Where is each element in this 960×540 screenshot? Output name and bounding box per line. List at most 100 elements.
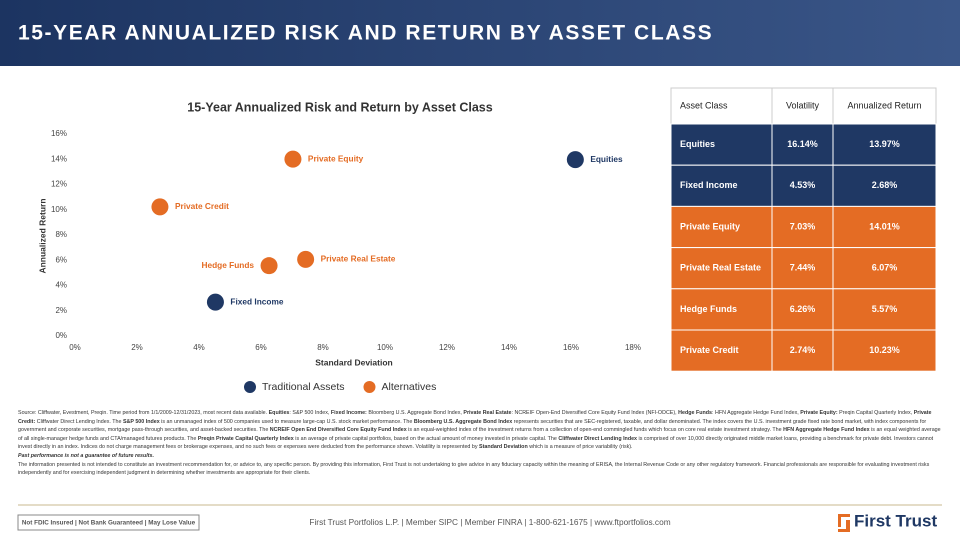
disclaimer: The information presented is not intende…	[18, 461, 930, 477]
source-run: Cliffwater Direct Lending Index. The	[35, 418, 123, 425]
source-bold: Private Equity:	[800, 410, 838, 416]
source-bold: Fixed Income:	[330, 410, 367, 416]
table-cell: 6.07%	[872, 263, 898, 273]
table-cell: 7.44%	[790, 263, 816, 273]
table-header: Volatility	[786, 100, 820, 110]
table-cell: 5.57%	[872, 304, 898, 314]
table-cell: Private Equity	[680, 221, 740, 231]
x-tick-label: 2%	[131, 343, 143, 352]
table-row-bg	[670, 329, 937, 372]
source-run: is an unmanaged index of 500 companies u…	[159, 418, 414, 425]
footer-badge: Not FDIC Insured | Not Bank Guaranteed |…	[22, 520, 196, 527]
source-run: Preqin Capital Quarterly Index,	[837, 410, 914, 416]
logo-mark	[838, 514, 850, 532]
x-axis-title: Standard Deviation	[315, 357, 392, 367]
table-cell: Private Credit	[680, 345, 739, 355]
table-cell: 13.97%	[869, 139, 900, 149]
source-bold: HFN Aggregate Hedge Fund Index	[783, 427, 870, 434]
source-bold: Private Real Estate	[463, 410, 512, 416]
logo-text: First Trust	[854, 511, 937, 530]
source-run: Source: Cliffwater, Evestment, Preqin. T…	[18, 410, 269, 416]
table-cell: 10.23%	[869, 345, 900, 355]
source-run: which is a measure of price variability …	[527, 444, 633, 451]
source-text: Source: Cliffwater, Evestment, Preqin. T…	[18, 409, 942, 452]
footer-contact: First Trust Portfolios L.P. | Member SIP…	[309, 517, 670, 527]
point-label: Fixed Income	[230, 296, 283, 306]
table-cell: Private Real Estate	[680, 263, 761, 273]
source-bold: Equities	[268, 410, 290, 416]
table-row-bg	[670, 205, 937, 249]
point	[284, 150, 302, 168]
legend-label: Traditional Assets	[262, 381, 344, 393]
point-label: Equities	[590, 154, 623, 164]
legend-marker	[244, 381, 256, 393]
y-tick-label: 4%	[55, 281, 67, 290]
chart-title: 15-Year Annualized Risk and Return by As…	[187, 100, 492, 114]
x-tick-label: 14%	[501, 343, 517, 352]
legend-marker	[363, 381, 376, 393]
point	[151, 198, 169, 216]
source-run: is comprised of over 10,000 directly ori…	[18, 435, 934, 451]
point	[206, 293, 224, 311]
x-tick-label: 10%	[377, 343, 393, 352]
point	[566, 151, 584, 169]
past-performance: Past performance is not a guarantee of f…	[18, 452, 155, 459]
source-run: : S&P 500 Index,	[289, 410, 331, 416]
x-tick-label: 16%	[563, 343, 579, 352]
source-bold: Cliffwater Direct Lending Index	[558, 435, 638, 442]
table-cell: Fixed Income	[680, 180, 738, 190]
source-bold: Standard Deviation	[479, 444, 528, 451]
source-bold: Hedge Funds	[678, 410, 712, 416]
table-row-bg	[670, 164, 937, 207]
table-cell: 2.68%	[872, 180, 898, 190]
table-cell: 2.74%	[790, 345, 816, 355]
point	[297, 250, 315, 268]
table-cell: 7.03%	[790, 221, 816, 231]
y-axis-title: Annualized Return	[37, 198, 47, 273]
x-tick-label: 12%	[439, 343, 455, 352]
source-run: is an average of private capital portfol…	[293, 435, 559, 442]
point-label: Private Equity	[308, 153, 364, 163]
table-header: Annualized Return	[847, 100, 921, 110]
source-bold: Bloomberg U.S. Aggregate Bond Index	[413, 418, 513, 425]
x-tick-label: 8%	[317, 343, 329, 352]
x-tick-label: 0%	[69, 343, 81, 352]
source-run: Bloomberg U.S. Aggregate Bond Index,	[366, 410, 464, 416]
table-cell: 4.53%	[790, 180, 816, 190]
source-run: : NCREIF Open-End Diversified Core Equit…	[511, 410, 679, 416]
source-bold: Preqin Private Capital Quarterly Index	[197, 435, 294, 442]
source-run: is an equal-weighted index of the invest…	[406, 427, 784, 434]
source-bold: S&P 500 Index	[122, 418, 160, 425]
badge-box	[17, 514, 200, 531]
y-tick-label: 16%	[51, 129, 67, 138]
x-tick-label: 6%	[255, 343, 267, 352]
table-cell: 6.26%	[790, 304, 816, 314]
table-cell: Hedge Funds	[680, 304, 737, 314]
table-row-bg	[670, 288, 937, 331]
point-label: Hedge Funds	[201, 260, 254, 270]
source-bold: NCREIF Open End Diversified Core Equity …	[269, 427, 407, 434]
table-cell: Equities	[680, 139, 715, 149]
x-tick-label: 18%	[625, 343, 641, 352]
source-notes: Source: Cliffwater, Evestment, Preqin. T…	[18, 409, 942, 478]
source-run: is an equal weighted average of all sing…	[18, 427, 941, 442]
table-header-bg	[670, 87, 937, 125]
y-tick-label: 12%	[51, 180, 67, 189]
y-tick-label: 8%	[55, 230, 67, 239]
source-run: represents securities that are SEC-regis…	[18, 418, 927, 434]
header-bar	[0, 0, 960, 66]
y-tick-label: 2%	[55, 306, 67, 315]
y-tick-label: 0%	[55, 331, 67, 340]
point-label: Private Credit	[175, 201, 229, 211]
source-bold: Private Credit:	[18, 410, 932, 425]
point	[260, 257, 278, 275]
table-cell: 14.01%	[869, 221, 900, 231]
y-tick-label: 6%	[55, 255, 67, 264]
y-tick-label: 14%	[51, 154, 67, 163]
table-cell: 16.14%	[787, 139, 818, 149]
table-header: Asset Class	[680, 100, 728, 110]
source-run: : HFN Aggregate Hedge Fund Index,	[711, 410, 801, 416]
point-label: Private Real Estate	[321, 254, 396, 264]
y-tick-label: 10%	[51, 205, 67, 214]
